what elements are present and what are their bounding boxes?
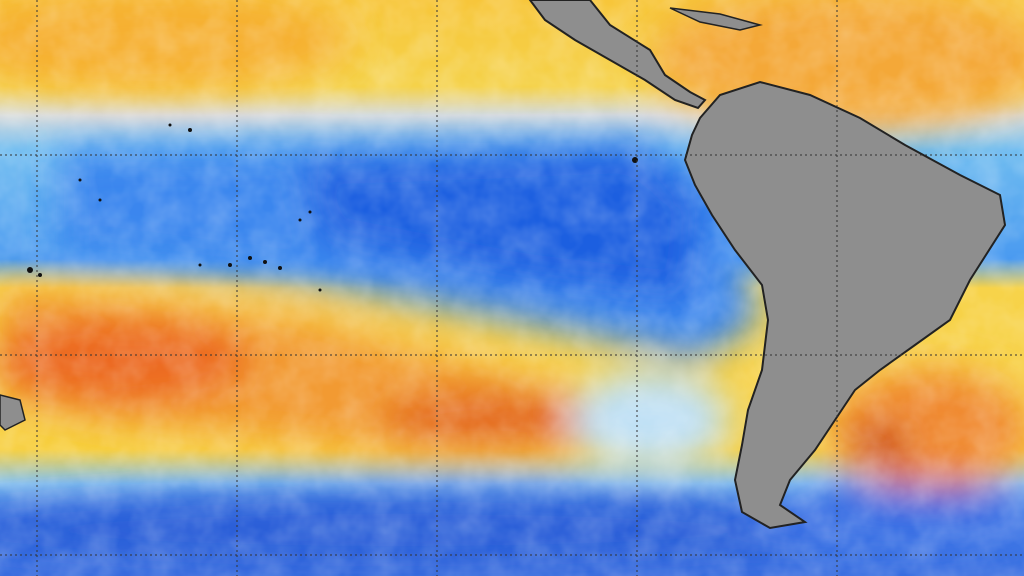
south-america [683, 80, 1007, 530]
caribbean-island [669, 7, 763, 31]
pacific-islands [27, 123, 638, 292]
island [0, 394, 26, 431]
central-america [528, 0, 707, 110]
